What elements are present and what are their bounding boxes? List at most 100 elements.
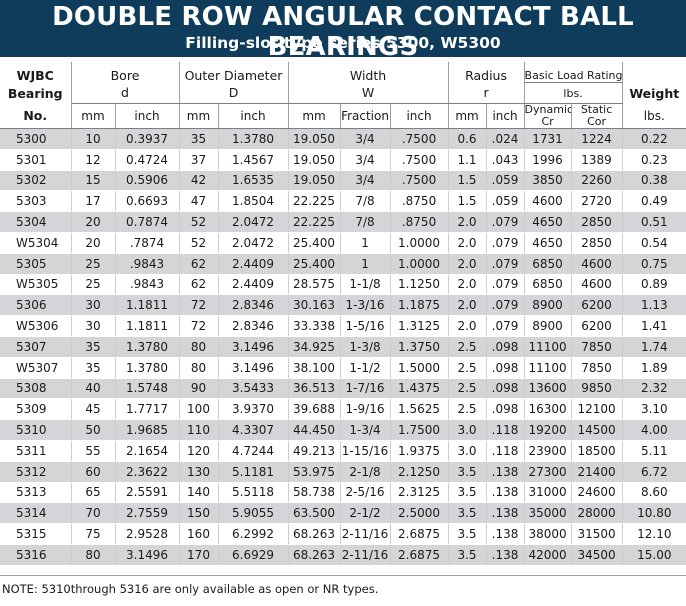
table-cell: .9843 xyxy=(115,274,180,296)
table-cell: 30 xyxy=(71,294,116,317)
table-cell: 6.2992 xyxy=(218,523,289,545)
table-cell: 7850 xyxy=(571,336,623,358)
table-cell: .138 xyxy=(486,523,525,545)
table-row: 5314 70 2.7559 150 5.9055 63.500 2-1/2 2.5000 3.… xyxy=(0,502,686,525)
table-cell: 31000 xyxy=(524,482,572,504)
table-cell: 1.9375 xyxy=(390,440,449,462)
table-cell: .098 xyxy=(486,357,525,379)
table-cell: .8750 xyxy=(390,190,449,213)
table-cell: 1.3750 xyxy=(390,336,449,358)
table-cell: 42000 xyxy=(524,544,572,566)
table-cell: 1-7/16 xyxy=(340,378,391,400)
table-cell: 16300 xyxy=(524,398,572,421)
table-row: 5312 60 2.3622 130 5.1181 53.975 2-1/8 2.1250 3.… xyxy=(0,461,686,483)
bore-symbol: d xyxy=(71,82,180,104)
table-cell: 1.7717 xyxy=(115,398,180,421)
load-static: Static Cor xyxy=(571,103,623,129)
table-cell: 40 xyxy=(71,378,116,400)
table-cell: 8.60 xyxy=(622,482,686,504)
table-cell: 62 xyxy=(179,253,219,275)
table-row: 5313 65 2.5591 140 5.5118 58.738 2-5/16 2.3125 3… xyxy=(0,482,686,504)
weight-label: Weight xyxy=(622,82,686,104)
table-cell: 2.0 xyxy=(448,315,487,337)
table-cell: 5305 xyxy=(0,253,72,275)
width-inch: inch xyxy=(390,103,449,129)
table-cell: 1.3780 xyxy=(115,357,180,379)
table-cell: 5.5118 xyxy=(218,482,289,504)
table-cell: 2-1/8 xyxy=(340,461,391,483)
table-cell: 1-9/16 xyxy=(340,398,391,421)
weight-unit: lbs. xyxy=(622,103,686,129)
table-cell: 2.0 xyxy=(448,211,487,233)
table-cell: 5314 xyxy=(0,502,72,525)
table-cell: .079 xyxy=(486,232,525,254)
table-cell: 38000 xyxy=(524,523,572,545)
table-cell: 1996 xyxy=(524,149,572,171)
table-cell: 3.5433 xyxy=(218,378,289,400)
table-cell: 2.0472 xyxy=(218,211,289,233)
table-cell: 21400 xyxy=(571,461,623,483)
table-cell: 2.1654 xyxy=(115,440,180,462)
table-cell: 2.5 xyxy=(448,378,487,400)
table-cell: 0.7874 xyxy=(115,211,180,233)
page-title: DOUBLE ROW ANGULAR CONTACT BALL BEARINGS xyxy=(52,2,634,62)
table-cell: .024 xyxy=(486,128,525,150)
bore-mm: mm xyxy=(71,103,116,129)
table-cell: 110 xyxy=(179,419,219,441)
table-cell: 6850 xyxy=(524,253,572,275)
table-cell: 12 xyxy=(71,149,116,171)
weight-h1 xyxy=(622,62,686,83)
table-row: 5316 80 3.1496 170 6.6929 68.263 2-11/16 2.6875… xyxy=(0,544,686,566)
table-cell: 1.1811 xyxy=(115,315,180,337)
table-cell: 3.5 xyxy=(448,544,487,566)
table-cell: 22.225 xyxy=(288,190,341,213)
radius-header: Radius xyxy=(448,62,525,83)
table-cell: 2.9528 xyxy=(115,523,180,545)
table-cell: 3.5 xyxy=(448,482,487,504)
table-cell: 0.6693 xyxy=(115,190,180,213)
load-unit: lbs. xyxy=(524,82,623,104)
table-cell: 90 xyxy=(179,378,219,400)
table-cell: 2720 xyxy=(571,190,623,213)
header-row-1: WJBC Bore Outer Diameter Width Radius Ba… xyxy=(0,62,686,83)
table-cell: 5304 xyxy=(0,211,72,233)
width-header: Width xyxy=(288,62,449,83)
table-cell: 80 xyxy=(179,336,219,358)
table-cell: 33.338 xyxy=(288,315,341,337)
table-cell: 37 xyxy=(179,149,219,171)
load-dynamic-label: Dynamic xyxy=(524,103,572,116)
table-cell: 1.5625 xyxy=(390,398,449,421)
table-cell: 1.5000 xyxy=(390,357,449,379)
table-cell: 31500 xyxy=(571,523,623,545)
table-cell: 2.3622 xyxy=(115,461,180,483)
table-cell: .098 xyxy=(486,398,525,421)
table-cell: 1-3/16 xyxy=(340,294,391,317)
table-cell: 49.213 xyxy=(288,440,341,462)
table-cell: 1-3/4 xyxy=(340,419,391,441)
table-cell: 1-5/16 xyxy=(340,315,391,337)
table-cell: 3/4 xyxy=(340,149,391,171)
table-cell: 3.9370 xyxy=(218,398,289,421)
table-cell: 5300 xyxy=(0,128,72,150)
table-cell: 2.0472 xyxy=(218,232,289,254)
table-cell: 20 xyxy=(71,232,116,254)
load-dynamic: Dynamic Cr xyxy=(524,103,572,129)
header-row-3: No. mm inch mm inch mm Fraction inch mm … xyxy=(0,103,686,129)
table-cell: W5305 xyxy=(0,274,72,296)
table-cell: 47 xyxy=(179,190,219,213)
table-cell: 68.263 xyxy=(288,523,341,545)
load-cr: Cr xyxy=(541,115,554,128)
table-cell: 52 xyxy=(179,232,219,254)
table-cell: .138 xyxy=(486,502,525,525)
table-row: W5307 35 1.3780 80 3.1496 38.100 1-1/2 1.5000 2.… xyxy=(0,357,686,379)
table-cell: 23900 xyxy=(524,440,572,462)
table-cell: 5303 xyxy=(0,190,72,213)
table-cell: 34.925 xyxy=(288,336,341,358)
table-cell: 0.49 xyxy=(622,190,686,213)
table-cell: 3.5 xyxy=(448,523,487,545)
table-cell: 35 xyxy=(71,336,116,358)
table-cell: .079 xyxy=(486,315,525,337)
table-row: W5304 20.7874 52 2.0472 25.400 1 1.0000 2.0.079… xyxy=(0,232,686,254)
table-cell: 3.5 xyxy=(448,461,487,483)
table-cell: .138 xyxy=(486,544,525,566)
